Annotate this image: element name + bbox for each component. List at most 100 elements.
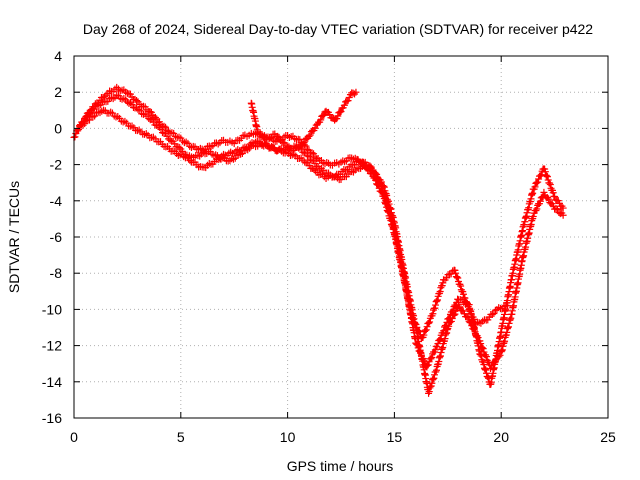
- data-point: [432, 301, 440, 309]
- data-point: [533, 205, 541, 213]
- data-point: [429, 310, 437, 318]
- data-point: [146, 108, 154, 116]
- data-point: [151, 113, 159, 121]
- data-point: [326, 111, 334, 119]
- data-point: [433, 343, 441, 351]
- data-point: [529, 212, 537, 220]
- data-point: [442, 321, 450, 329]
- data-point: [459, 290, 467, 298]
- data-point: [428, 379, 436, 387]
- data-point: [299, 140, 307, 148]
- x-tick-label: 20: [493, 429, 509, 445]
- data-point: [456, 280, 464, 288]
- data-point: [421, 327, 429, 335]
- data-point: [532, 207, 540, 215]
- data-point: [423, 323, 431, 331]
- grid-lines: [74, 56, 608, 418]
- data-point: [482, 353, 490, 361]
- data-point: [448, 308, 456, 316]
- data-point: [123, 98, 131, 106]
- data-point: [463, 299, 471, 307]
- data-point: [477, 352, 485, 360]
- data-point: [409, 316, 417, 324]
- data-point: [543, 172, 551, 180]
- data-point: [385, 205, 393, 213]
- data-point: [90, 103, 98, 111]
- data-point: [483, 369, 491, 377]
- data-point: [432, 298, 440, 306]
- data-point: [462, 298, 470, 306]
- data-point: [429, 375, 437, 383]
- data-point: [420, 357, 428, 365]
- data-point: [414, 344, 422, 352]
- data-point: [430, 374, 438, 382]
- data-point: [175, 143, 183, 151]
- data-points: [70, 83, 567, 397]
- data-point: [415, 327, 423, 335]
- data-point: [434, 296, 442, 304]
- x-tick-label: 0: [70, 429, 78, 445]
- data-point: [543, 173, 551, 181]
- data-point: [71, 133, 79, 141]
- x-tick-label: 25: [600, 429, 616, 445]
- y-tick-label: 0: [54, 120, 62, 136]
- data-point: [490, 310, 498, 318]
- y-tick-label: -10: [42, 301, 62, 317]
- data-point: [147, 108, 155, 116]
- data-point: [81, 120, 89, 128]
- data-point: [536, 172, 544, 180]
- data-point: [378, 184, 386, 192]
- y-tick-label: 2: [54, 84, 62, 100]
- data-point: [160, 122, 168, 130]
- data-point: [428, 353, 436, 361]
- data-point: [299, 148, 307, 156]
- data-point: [334, 112, 342, 120]
- y-tick-label: -2: [50, 157, 63, 173]
- data-point: [480, 361, 488, 369]
- data-point: [457, 282, 465, 290]
- data-point: [380, 190, 388, 198]
- y-tick-label: -14: [42, 374, 62, 390]
- data-point: [531, 183, 539, 191]
- data-point: [546, 179, 554, 187]
- data-point: [310, 150, 318, 158]
- data-point: [126, 90, 134, 98]
- data-point: [101, 93, 109, 101]
- data-point: [311, 124, 319, 132]
- data-point: [479, 345, 487, 353]
- data-point: [416, 347, 424, 355]
- data-point: [306, 131, 314, 139]
- data-point: [413, 323, 421, 331]
- y-tick-label: -6: [50, 229, 63, 245]
- data-point: [452, 269, 460, 277]
- data-point: [128, 101, 136, 109]
- data-point: [107, 108, 115, 116]
- series-2: [81, 83, 567, 388]
- data-point: [337, 107, 345, 115]
- data-point: [301, 158, 309, 166]
- data-point: [436, 288, 444, 296]
- data-point: [552, 205, 560, 213]
- data-point: [381, 193, 389, 201]
- data-point: [536, 197, 544, 205]
- data-point: [432, 368, 440, 376]
- data-point: [453, 273, 461, 281]
- data-point: [461, 294, 469, 302]
- x-tick-label: 10: [280, 429, 296, 445]
- data-point: [546, 181, 554, 189]
- data-point: [149, 133, 157, 141]
- data-point: [542, 171, 550, 179]
- data-point: [305, 153, 313, 161]
- x-tick-label: 5: [177, 429, 185, 445]
- data-point: [74, 125, 82, 133]
- data-point: [372, 171, 380, 179]
- data-point: [344, 97, 352, 105]
- data-point: [182, 138, 190, 146]
- data-point: [417, 349, 425, 357]
- data-point: [303, 152, 311, 160]
- data-point: [447, 270, 455, 278]
- data-point: [305, 132, 313, 140]
- data-point: [545, 195, 553, 203]
- data-point: [133, 97, 141, 105]
- data-point: [352, 88, 360, 96]
